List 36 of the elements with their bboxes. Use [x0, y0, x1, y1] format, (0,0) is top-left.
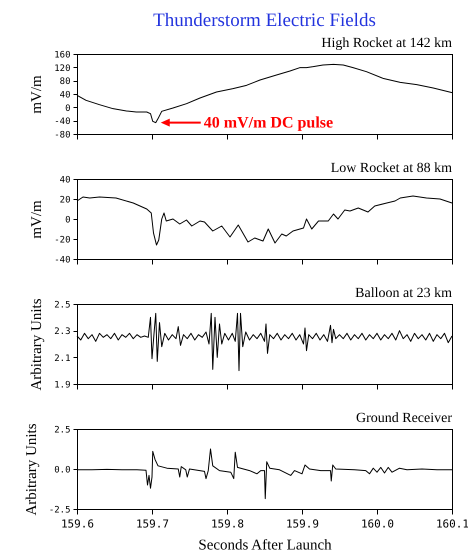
y-tick-label: 20 — [60, 196, 70, 206]
y-tick-label: 40 — [60, 176, 70, 186]
y-axis-title: Arbitrary Units — [24, 423, 40, 516]
x-axis-title: Seconds After Launch — [198, 538, 332, 554]
y-tick-label: 0 — [65, 216, 70, 226]
y-tick-label: 160 — [54, 50, 70, 60]
y-tick-label: 2.5 — [54, 300, 70, 310]
y-tick-label: -40 — [54, 256, 70, 266]
annotation: 40 mV/m DC pulse — [204, 114, 334, 132]
x-tick-label: 159.6 — [60, 518, 94, 530]
y-tick-label: 2.1 — [54, 354, 70, 364]
chart-subtitle: High Rocket at 142 km — [321, 36, 452, 51]
y-tick-label: 1.9 — [54, 380, 70, 390]
y-tick-label: 120 — [54, 64, 70, 74]
y-tick-label: -2.5 — [48, 506, 70, 516]
chart-title: Low Rocket at 88 km — [330, 161, 452, 176]
x-tick-label: 159.9 — [286, 518, 320, 530]
x-tick-label: 159.7 — [136, 518, 170, 530]
y-tick-label: -80 — [54, 130, 70, 140]
y-tick-label: 80 — [60, 77, 70, 88]
x-tick-label: 160.1 — [436, 518, 468, 530]
y-tick-label: 2.3 — [54, 327, 70, 338]
chart-title: Thunderstorm Electric Fields — [153, 10, 376, 31]
y-tick-label: -20 — [54, 236, 70, 246]
y-tick-label: 0.0 — [54, 466, 70, 476]
chart-title: Ground Receiver — [356, 411, 452, 426]
y-tick-label: 0 — [65, 104, 70, 114]
y-tick-label: -40 — [54, 117, 70, 128]
y-tick-label: 40 — [60, 90, 70, 100]
y-axis-title: Arbitrary Units — [29, 298, 46, 391]
y-axis-title: mV/m — [29, 200, 46, 239]
chart-title: Balloon at 23 km — [355, 286, 452, 301]
x-tick-label: 160.0 — [360, 518, 394, 530]
x-tick-label: 159.8 — [210, 518, 244, 530]
y-tick-label: 2.5 — [54, 426, 70, 436]
y-axis-title: mV/m — [29, 75, 46, 114]
